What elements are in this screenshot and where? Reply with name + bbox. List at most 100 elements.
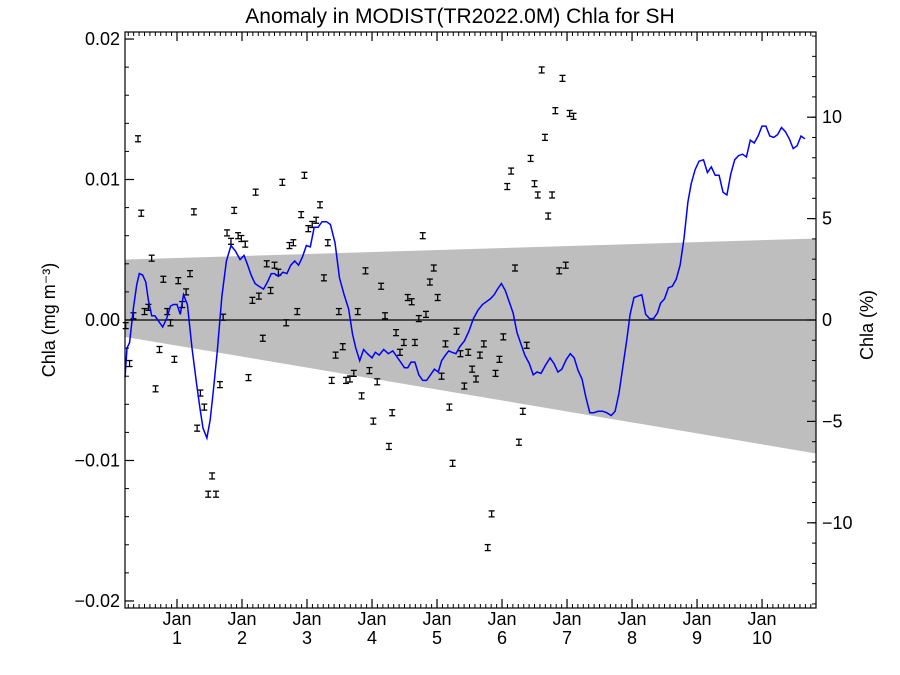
y2-axis-title: Chla (%): [857, 290, 877, 360]
data-point-38: [263, 260, 270, 268]
y-tick-label: 0.01: [85, 170, 120, 190]
y-tick-label: 0.02: [85, 29, 120, 49]
data-point-71: [389, 409, 396, 417]
data-point-5: [141, 307, 148, 316]
data-point-54: [324, 239, 331, 247]
data-point-56: [332, 351, 339, 359]
x-tick-year: 2: [237, 628, 247, 648]
x-tick-month: Jan: [618, 609, 647, 629]
data-point-84: [438, 372, 445, 380]
y-axis-title: Chla (mg m⁻³): [39, 263, 59, 378]
x-tick-year: 4: [367, 628, 377, 648]
data-point-51: [313, 216, 320, 224]
data-point-108: [531, 180, 538, 188]
data-point-81: [426, 278, 433, 286]
data-point-24: [213, 490, 220, 498]
data-point-96: [484, 543, 491, 552]
data-point-40: [271, 261, 278, 269]
x-tick-year: 7: [562, 628, 572, 648]
data-point-10: [160, 275, 167, 283]
data-point-100: [500, 333, 507, 341]
x-tick-year: 6: [497, 628, 507, 648]
data-point-83: [434, 293, 441, 302]
data-point-35: [252, 188, 259, 196]
x-tick-year: 1: [172, 628, 182, 648]
data-point-66: [370, 417, 377, 425]
significance-band: [125, 238, 816, 454]
data-point-45: [290, 239, 297, 247]
data-point-72: [393, 328, 400, 337]
chart-title: Anomaly in MODIST(TR2022.0M) Chla for SH: [245, 5, 674, 28]
anomaly-line: [124, 125, 806, 441]
data-point-3: [135, 135, 142, 143]
data-point-57: [335, 307, 342, 316]
data-point-19: [194, 424, 201, 432]
data-point-110: [538, 66, 545, 74]
data-point-75: [404, 293, 411, 302]
data-point-94: [476, 351, 483, 359]
data-point-112: [545, 212, 552, 220]
data-point-101: [504, 182, 511, 191]
data-point-44: [286, 241, 293, 250]
y2-tick-label: −5: [822, 411, 843, 431]
data-point-25: [216, 380, 223, 389]
data-point-13: [171, 355, 178, 363]
x-tick-month: Jan: [227, 609, 256, 629]
data-point-27: [224, 229, 231, 237]
axes: −0.02−0.010.000.010.02−10−50510Jan1Jan2J…: [74, 29, 852, 648]
data-point-119: [570, 112, 577, 120]
data-point-97: [488, 510, 495, 518]
data-point-74: [400, 338, 407, 347]
data-point-63: [358, 392, 365, 400]
data-point-43: [283, 319, 290, 327]
data-point-30: [235, 232, 242, 240]
data-point-113: [549, 191, 556, 199]
data-point-105: [519, 407, 526, 415]
data-point-28: [227, 237, 234, 245]
data-point-42: [279, 178, 286, 186]
data-point-107: [527, 154, 534, 163]
y2-tick-label: 0: [822, 310, 832, 330]
data-point-79: [419, 232, 426, 240]
data-point-33: [245, 373, 252, 382]
y2-tick-label: 5: [822, 209, 832, 229]
data-point-49: [305, 225, 312, 233]
data-point-61: [350, 369, 357, 378]
data-point-59: [343, 376, 350, 385]
x-tick-month: Jan: [553, 609, 582, 629]
data-point-90: [461, 382, 468, 390]
data-point-111: [541, 133, 548, 142]
data-point-9: [156, 345, 163, 354]
y2-tick-label: −10: [822, 513, 853, 533]
data-point-17: [187, 269, 194, 278]
x-tick-year: 8: [627, 628, 637, 648]
data-point-117: [562, 261, 569, 269]
data-point-95: [480, 340, 487, 348]
x-tick-year: 5: [432, 628, 442, 648]
data-point-103: [512, 264, 519, 272]
x-tick-month: Jan: [488, 609, 517, 629]
data-point-4: [138, 209, 145, 217]
data-point-89: [457, 350, 464, 358]
data-point-76: [408, 298, 415, 306]
data-point-1: [126, 359, 133, 368]
data-point-70: [385, 442, 392, 451]
data-point-102: [508, 167, 515, 175]
data-point-115: [556, 267, 563, 275]
x-tick-month: Jan: [748, 609, 777, 629]
y2-tick-label: 10: [822, 107, 842, 127]
data-point-58: [339, 343, 346, 351]
data-point-65: [366, 366, 373, 375]
data-point-0: [122, 321, 129, 330]
x-tick-month: Jan: [292, 609, 321, 629]
data-point-104: [515, 438, 522, 446]
data-point-34: [249, 296, 256, 304]
y-tick-label: −0.01: [74, 450, 120, 470]
data-point-32: [242, 240, 249, 248]
data-point-116: [559, 74, 566, 83]
data-point-73: [396, 348, 403, 356]
data-point-87: [449, 459, 456, 467]
data-point-109: [534, 191, 541, 199]
data-point-80: [422, 310, 429, 319]
